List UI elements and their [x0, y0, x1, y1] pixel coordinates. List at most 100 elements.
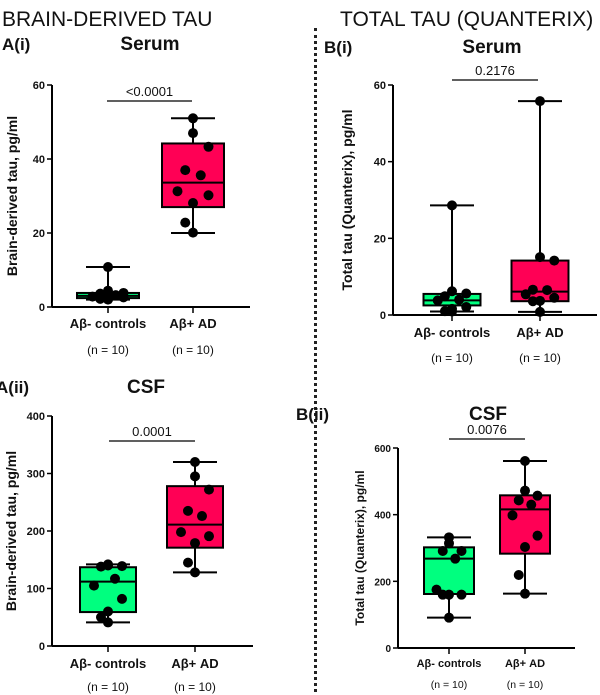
data-point: [117, 561, 127, 572]
data-point: [535, 295, 545, 306]
n-label: (n = 10): [507, 679, 543, 691]
x-category-label: Aβ+ AD: [171, 656, 218, 671]
data-point: [527, 284, 538, 295]
panel-title: Serum: [462, 37, 521, 58]
data-point: [110, 573, 120, 584]
data-point: [535, 96, 545, 107]
y-tick-label: 200: [27, 526, 45, 538]
data-point: [110, 290, 121, 301]
data-point: [204, 531, 214, 542]
data-point: [520, 289, 531, 300]
panel-label: A(ii): [0, 378, 29, 397]
data-point: [535, 252, 545, 263]
data-point: [450, 553, 461, 564]
data-point: [513, 495, 524, 506]
data-point: [96, 612, 106, 623]
data-point: [549, 255, 560, 266]
x-category-label: Aβ+ AD: [516, 325, 563, 340]
data-point: [447, 306, 457, 317]
data-point: [535, 306, 545, 317]
data-point: [437, 589, 448, 600]
series-controls: Aβ- controls (n = 10): [417, 532, 481, 691]
data-point: [444, 612, 454, 623]
data-point: [456, 589, 467, 600]
heading-brain-derived-tau: BRAIN-DERIVED TAU: [2, 8, 213, 31]
heading-total-tau: TOTAL TAU (QUANTERIX): [340, 8, 594, 31]
series-ad: Aβ+ AD (n = 10): [510, 96, 570, 365]
n-label: (n = 10): [87, 680, 129, 694]
data-point: [188, 198, 198, 209]
data-point: [172, 186, 183, 197]
n-label: (n = 10): [431, 351, 473, 365]
x-category-label: Aβ- controls: [70, 656, 147, 671]
data-point: [118, 292, 129, 303]
series-controls: Aβ- controls (n = 10): [70, 559, 147, 694]
data-point: [188, 227, 198, 238]
y-tick-label: 0: [39, 641, 45, 653]
data-point: [190, 538, 200, 549]
data-point: [437, 546, 448, 556]
data-point: [103, 294, 113, 305]
series-controls: Aβ- controls (n = 10): [414, 200, 491, 365]
data-point: [520, 485, 530, 496]
n-label: (n = 10): [87, 343, 129, 357]
data-point: [532, 530, 543, 541]
panel-bi: B(i) Serum 0 20 40 60 Total tau (Quanterix), p…: [324, 37, 597, 365]
panel-ai: A(i) Serum 0 20 40 60 Brain-derived tau, pg/ml…: [2, 34, 250, 357]
y-tick-label: 300: [27, 469, 45, 481]
data-point: [439, 306, 450, 317]
y-tick-label: 40: [374, 157, 386, 169]
panel-title: Serum: [120, 34, 179, 55]
box: [166, 485, 224, 549]
y-axis-label: Total tau (Quanterix), pg/ml: [353, 470, 367, 625]
data-point: [432, 295, 443, 306]
data-point: [444, 538, 454, 549]
x-category-label: Aβ+ AD: [505, 658, 545, 670]
section-divider: [314, 28, 317, 692]
box: [79, 566, 137, 614]
box: [161, 142, 225, 209]
data-point: [188, 128, 198, 139]
data-point: [507, 510, 518, 521]
y-tick-label: 20: [33, 228, 45, 240]
data-point: [103, 606, 113, 617]
p-value-label: 0.0076: [467, 422, 507, 437]
p-value-label: 0.2176: [475, 63, 515, 78]
y-tick-label: 60: [374, 80, 386, 92]
y-tick-label: 400: [374, 511, 391, 522]
data-point: [103, 262, 113, 273]
data-point: [532, 490, 543, 501]
data-point: [180, 217, 191, 228]
data-point: [183, 505, 193, 516]
panel-title: CSF: [127, 377, 165, 398]
data-point: [456, 546, 467, 556]
data-point: [190, 567, 200, 578]
y-axis-label: Total tau (Quanterix), pg/ml: [339, 110, 355, 291]
panel-title: CSF: [469, 404, 507, 425]
y-tick-label: 0: [385, 644, 391, 655]
panel-aii: A(ii) CSF 0 100 200 300 400 Brain-derived tau, …: [0, 377, 253, 694]
data-point: [447, 200, 457, 211]
data-point: [527, 296, 538, 307]
data-point: [195, 170, 206, 181]
data-point: [461, 288, 472, 299]
data-point: [95, 293, 106, 304]
n-label: (n = 10): [172, 343, 214, 357]
series-controls: Aβ- controls (n = 10): [70, 262, 146, 357]
y-tick-label: 60: [33, 80, 45, 92]
y-tick-label: 200: [374, 577, 391, 588]
data-point: [183, 557, 193, 568]
data-point: [549, 292, 560, 303]
data-point: [204, 484, 214, 495]
data-point: [526, 499, 537, 510]
data-point: [461, 301, 472, 312]
data-point: [96, 561, 106, 572]
data-point: [190, 471, 200, 482]
y-tick-label: 0: [380, 310, 386, 322]
p-value-label: <0.0001: [126, 84, 173, 99]
data-point: [520, 456, 530, 466]
y-tick-label: 40: [33, 154, 45, 166]
data-point: [542, 285, 553, 296]
x-category-label: Aβ- controls: [414, 325, 491, 340]
